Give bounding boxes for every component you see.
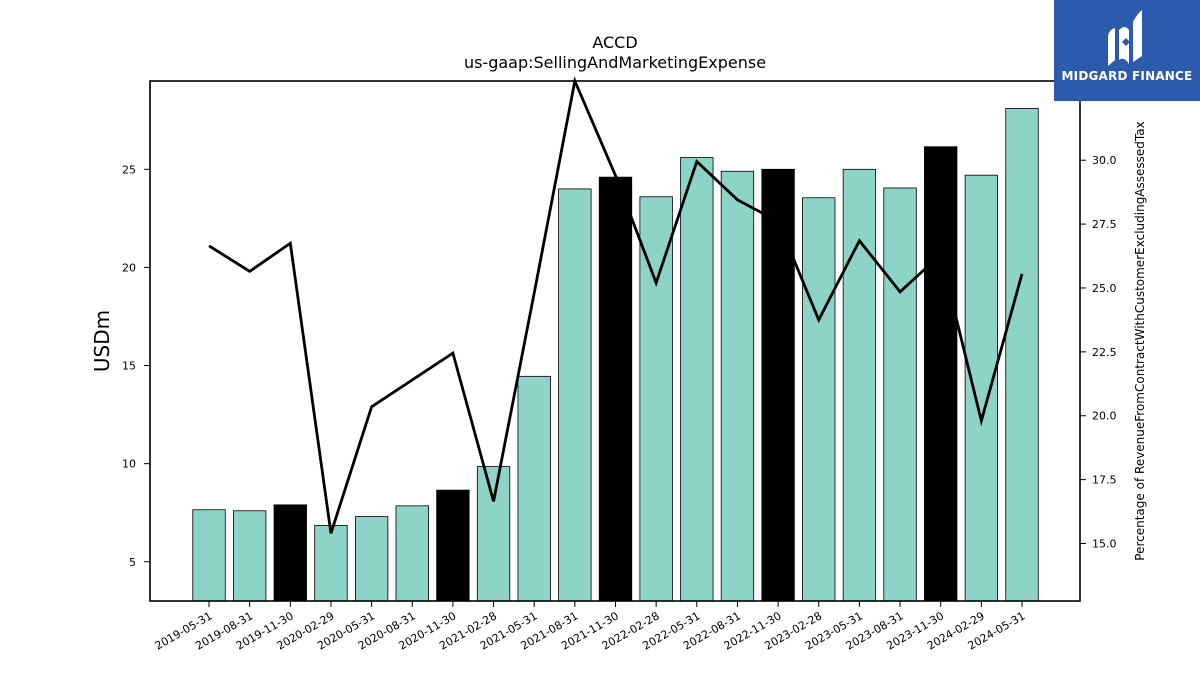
y-tick-label: 25 (122, 163, 136, 176)
chart-title: ACCD (592, 33, 637, 52)
y2-tick-label: 17.5 (1092, 474, 1117, 487)
bar-2020-02-29 (314, 525, 348, 602)
right-axis: 15.0 17.5 20.0 22.5 25.0 27.5 30.0 (1080, 154, 1117, 551)
x-axis: 2019-05-312019-08-312019-11-302020-02-29… (153, 601, 1028, 653)
bar-2019-11-30 (273, 504, 307, 602)
y2-tick-label: 30.0 (1092, 154, 1117, 167)
y-tick-label: 5 (129, 556, 136, 569)
midgard-logo-icon (1108, 10, 1142, 66)
line-layer (208, 76, 1024, 534)
series-line (208, 76, 1024, 534)
bar-2023-08-31 (883, 187, 917, 602)
bar-2022-02-28 (639, 196, 673, 602)
chart-subtitle: us-gaap:SellingAndMarketingExpense (464, 53, 766, 72)
midgard-finance-logo: MIDGARD FINANCE (1054, 0, 1200, 101)
bar-2021-05-31 (517, 375, 551, 602)
bar-2022-08-31 (720, 170, 755, 602)
y-axis-label: USDm (90, 310, 114, 372)
bar-2020-08-31 (395, 505, 429, 602)
bar-2021-08-31 (558, 188, 592, 602)
y2-tick-label: 27.5 (1092, 218, 1117, 231)
bar-2021-02-28 (476, 466, 511, 602)
bar-2024-05-31 (1005, 108, 1039, 602)
logo-text: MIDGARD FINANCE (1061, 69, 1193, 83)
bar-2023-02-28 (802, 197, 836, 602)
bar-2022-11-30 (761, 168, 795, 602)
bar-2020-11-30 (436, 489, 470, 602)
bar-2021-11-30 (598, 176, 633, 602)
y2-tick-label: 15.0 (1092, 538, 1117, 551)
y-tick-label: 15 (122, 360, 136, 373)
bar-2023-05-31 (842, 168, 877, 602)
left-axis: 5 10 15 20 25 (122, 163, 150, 569)
bar-group (192, 108, 1039, 602)
y-tick-label: 10 (122, 458, 136, 471)
y2-tick-label: 22.5 (1092, 346, 1117, 359)
y2-axis-label: Percentage of RevenueFromContractWithCus… (1133, 121, 1147, 560)
y2-tick-label: 20.0 (1092, 410, 1117, 423)
bar-2024-02-29 (964, 174, 998, 602)
bar-2022-05-31 (680, 157, 714, 602)
y2-tick-label: 25.0 (1092, 282, 1117, 295)
bar-2023-11-30 (924, 146, 958, 602)
bar-2019-05-31 (192, 509, 226, 602)
y-tick-label: 20 (122, 261, 136, 274)
bar-2019-08-31 (232, 510, 267, 602)
bar-2020-05-31 (354, 516, 389, 602)
